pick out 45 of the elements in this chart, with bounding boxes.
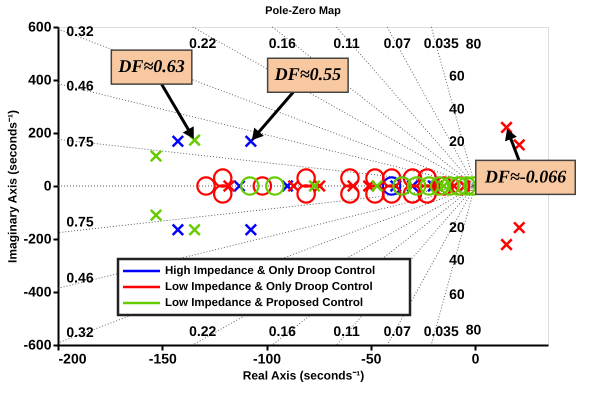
y-tick-label: 200: [28, 124, 52, 140]
legend-label: High Impedance & Only Droop Control: [165, 265, 376, 277]
annotation: 20: [449, 133, 465, 150]
annotation: DF≈0.63: [117, 56, 185, 76]
text: 0.46: [66, 269, 94, 286]
x-tick-label: -100: [252, 350, 282, 366]
annotation: DF≈-0.066: [484, 166, 566, 186]
y-tick-label: 0: [44, 178, 52, 194]
text: 0.07: [384, 323, 411, 339]
x-tick-label: 0: [472, 350, 480, 366]
annotation: 60: [449, 67, 465, 84]
annotation: 60: [449, 286, 465, 302]
legend-label: Low Impedance & Only Droop Control: [165, 281, 373, 293]
annotation: DF≈0.55: [274, 64, 342, 84]
x-axis-title: Real Axis (seconds⁻¹): [242, 368, 364, 382]
series-label: 0.75: [66, 133, 94, 150]
text: 0.16: [268, 323, 296, 339]
y-axis-title: Imaginary Axis (seconds⁻¹): [5, 110, 20, 263]
text: 0.22: [189, 35, 216, 51]
text: 0.11: [333, 35, 360, 51]
y-tick-label: 400: [28, 72, 52, 88]
x-tick-label: -200: [58, 350, 87, 366]
series-label: 0.32: [66, 324, 94, 340]
series-label: 0.46: [66, 78, 94, 94]
series-label: 0.07: [384, 35, 412, 51]
y-tick-label: -200: [23, 230, 52, 246]
annotation: 20: [449, 218, 465, 235]
series-label: 0.22: [189, 323, 217, 339]
text: 0.32: [66, 23, 94, 40]
annotation: 80: [466, 322, 482, 338]
y-tick-label: 600: [28, 18, 52, 34]
x-tick-label: -50: [361, 350, 382, 366]
text: 0.75: [66, 214, 94, 230]
series-label: 0.16: [268, 35, 296, 51]
annotation: 80: [466, 35, 482, 52]
y-tick-label: -600: [23, 336, 52, 352]
x-tick-label: -150: [148, 350, 177, 366]
text: 0.035: [424, 323, 459, 339]
y-tick-label: -400: [23, 284, 52, 300]
chart-title: Pole-Zero Map: [265, 5, 342, 17]
series-label: 0.11: [333, 323, 360, 339]
annotation: 40: [449, 100, 465, 117]
series-label: 0.035: [424, 35, 459, 51]
legend-label: Low Impedance & Proposed Control: [165, 297, 364, 309]
annotation: 40: [449, 251, 465, 268]
